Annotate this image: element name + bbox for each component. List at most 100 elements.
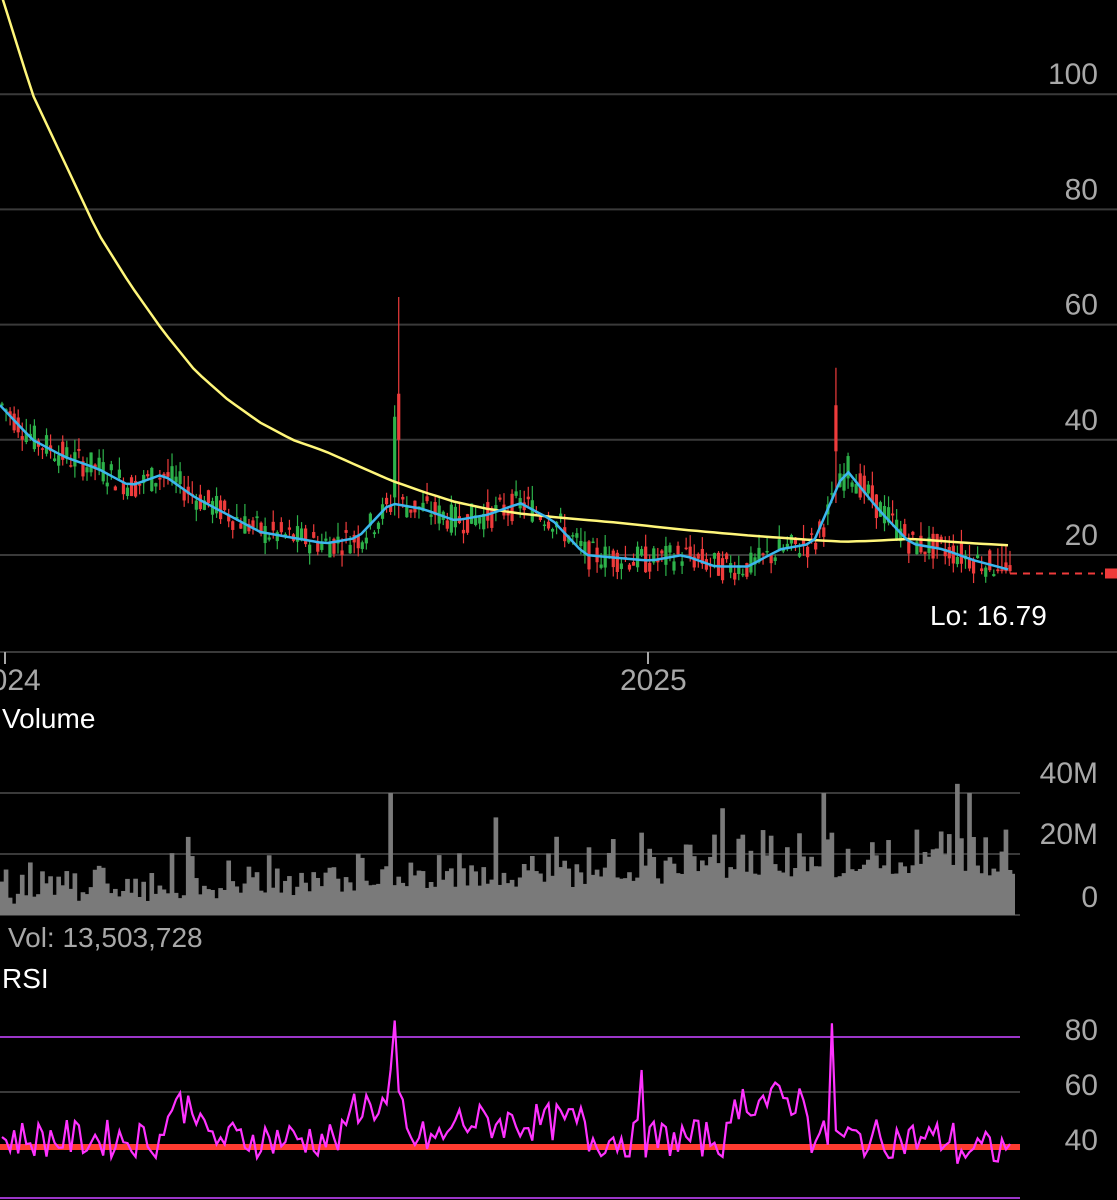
candle-body [753,557,757,565]
candle-body [765,550,769,553]
candle-body [733,572,737,580]
volume-bar [615,877,620,915]
volume-bar [214,898,219,915]
volume-bar [396,876,402,915]
volume-bar [566,868,572,915]
volume-bar [833,877,839,915]
volume-bar [554,836,559,915]
volume-bar [695,871,701,915]
candle-body [271,521,275,531]
volume-bar [226,860,232,915]
volume-bar [999,851,1005,915]
candle-body [202,500,207,510]
volume-bar [979,873,984,915]
date-label-2025: 2025 [620,664,687,697]
candle-body [526,496,530,500]
volume-bar [659,883,665,915]
volume-bar [222,889,227,915]
volume-bar [477,885,483,915]
volume-bar [610,839,616,915]
volume-bar [655,878,661,915]
volume-bar [793,868,798,915]
volume-bar [760,830,766,915]
volume-bar [181,895,187,915]
candle-body [652,548,656,563]
volume-bar [902,866,908,915]
volume-bar [108,893,114,915]
candle-body [1008,565,1012,572]
volume-bar [955,783,960,915]
short-moving-average-line [0,404,1009,571]
candle-body [138,483,142,486]
volume-bar [619,878,624,915]
volume-bars [0,783,1015,915]
volume-bar [432,886,438,915]
candle-body [279,522,283,533]
volume-readout: Vol: 13,503,728 [8,922,203,953]
volume-bar [7,897,13,915]
volume-bar [501,872,507,915]
candle-body [842,474,846,491]
volume-bar [898,862,904,915]
candle-body [635,546,640,568]
candle-body [304,528,308,545]
candle-body [81,461,85,477]
volume-bar-last [1012,873,1015,915]
volume-bar [0,881,5,915]
candle-body [684,547,688,550]
volume-bar [728,867,733,915]
candle-body [712,553,717,559]
price-tick-label: 20 [1065,519,1098,552]
volume-bar [80,892,86,915]
volume-bar [517,877,523,915]
volume-bar [651,856,657,915]
candle-body [478,517,482,524]
candle-body [631,562,636,566]
volume-bar [647,848,653,915]
price-tick-label: 60 [1065,289,1098,322]
volume-bar [525,870,531,915]
volume-bar [279,892,284,915]
volume-bar [404,886,410,915]
volume-bar [918,863,924,915]
volume-bar [821,793,827,915]
volume-bar [627,872,632,915]
candle-body [364,537,368,544]
volume-title: Volume [2,703,96,734]
volume-bar [959,838,964,915]
volume-bar [1007,869,1013,915]
volume-bar [963,870,968,915]
candle-body [69,465,73,467]
candle-body [542,524,547,527]
candle-body [976,554,980,559]
volume-bar [242,883,248,915]
volume-bar [910,865,916,915]
candle-body [295,526,300,542]
candle-body [506,511,510,516]
candle-body [44,435,49,454]
volume-bar [930,849,936,915]
volume-bar [189,856,195,915]
volume-bar [28,862,33,915]
volume-tick-label: 40M [1040,757,1098,790]
candle-body [777,539,781,551]
candle-body [348,544,352,554]
volume-bar [287,876,292,915]
candle-body [429,514,433,517]
candle-body [668,545,672,553]
volume-bar [837,876,843,915]
candle-body [870,485,874,502]
rsi-tick-label: 40 [1065,1124,1098,1157]
candle-body [344,530,348,533]
candle-body [247,523,251,532]
candle-body [186,486,190,495]
candle-body [571,535,575,537]
volume-bar [121,890,126,915]
volume-bar [724,877,729,915]
candle-body [546,521,551,529]
volume-bar [113,888,118,915]
volume-bar [210,889,215,915]
